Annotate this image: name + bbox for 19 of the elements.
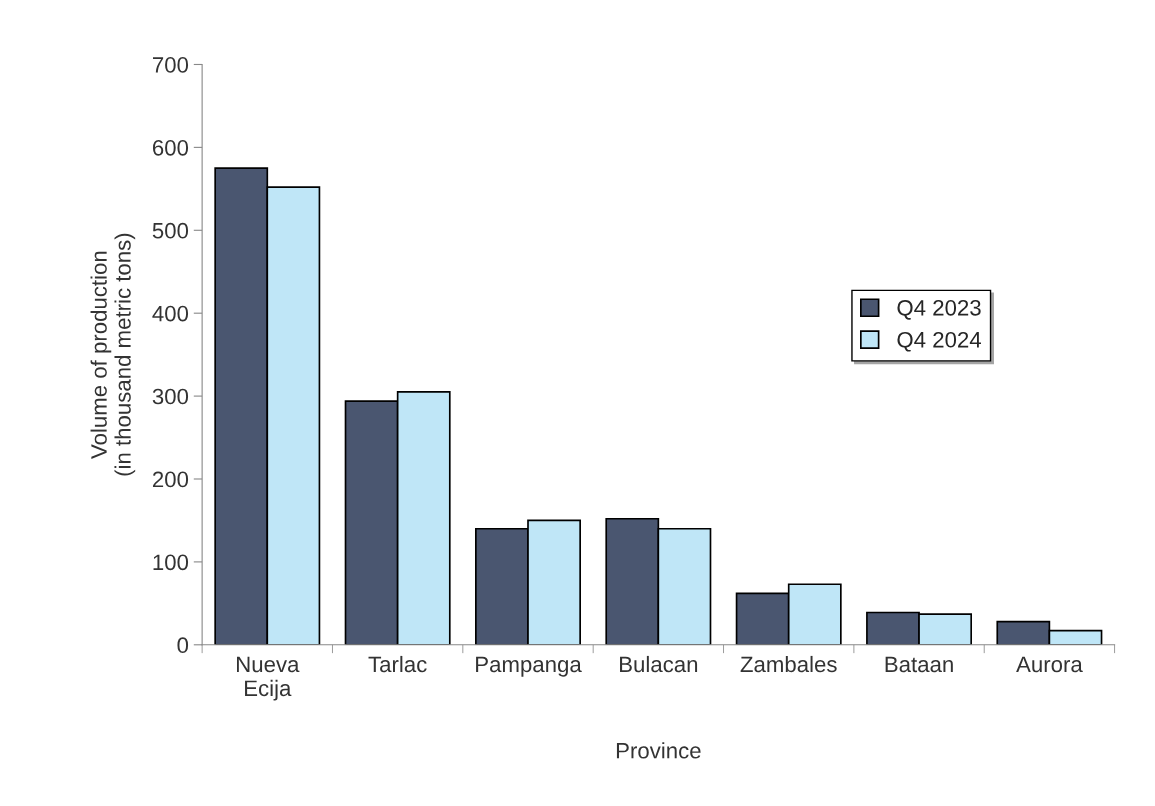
y-tick-label: 200: [152, 471, 189, 488]
y-tick-label: 300: [152, 388, 189, 405]
y-tick-label: 700: [153, 57, 189, 73]
x-tick-label: Zambales: [740, 655, 837, 673]
x-tick-label: Aurora: [1016, 656, 1083, 673]
y-tick-label: 100: [153, 554, 189, 571]
x-tick-label: Bulacan: [620, 655, 698, 673]
x-tick-label: Tarlac: [368, 655, 427, 673]
y-tick-label: 500: [152, 222, 189, 239]
y-tick-label: 600: [152, 139, 189, 156]
x-axis-title: Province: [616, 742, 701, 759]
legend-label: Q4 2024: [897, 331, 981, 352]
x-tick-label: Bataan: [885, 656, 953, 673]
y-tick-label: 0: [177, 637, 189, 654]
x-tick-label: Nueva Ecija: [237, 656, 300, 701]
y-axis-title: Volume of production (in thousand metric tons): [90, 233, 136, 476]
legend-label: Q4 2023: [897, 299, 981, 320]
y-tick-label: 400: [152, 305, 189, 322]
x-tick-label: Pampanga: [476, 656, 582, 677]
